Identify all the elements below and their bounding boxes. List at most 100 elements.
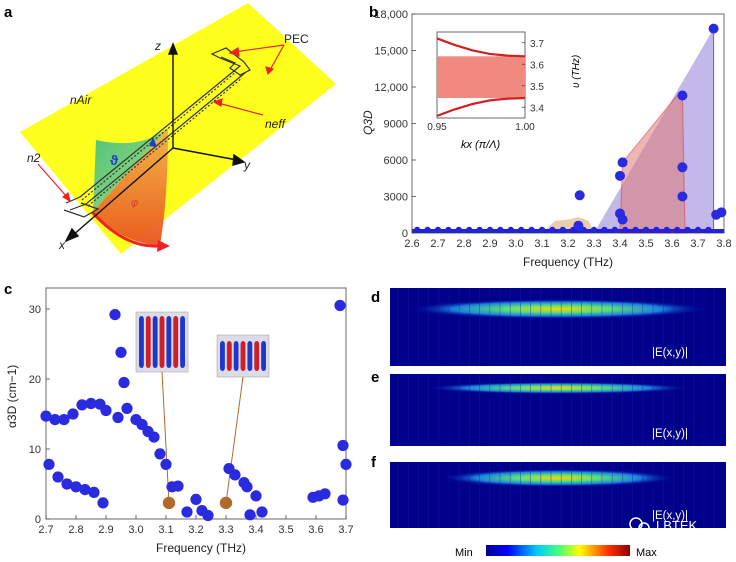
field-label-d: |E(x,y)|	[652, 347, 688, 359]
mode-stripe	[166, 316, 172, 368]
data-point	[256, 506, 268, 518]
x-tick-label: 3.0	[128, 524, 143, 536]
x-tick-label: 3.8	[716, 238, 731, 250]
mode-stripe	[261, 341, 266, 371]
connector-line	[161, 371, 170, 503]
phi-arc	[90, 210, 159, 248]
data-point	[677, 162, 688, 173]
y-axis-label-c: α3D (cm−1)	[5, 365, 19, 428]
mode-stripe	[159, 316, 165, 368]
field-label-e: |E(x,y)|	[652, 428, 688, 440]
mode-stripe	[240, 341, 246, 371]
x-tick-label: 3.1	[534, 238, 549, 250]
mode-stripe	[233, 341, 239, 371]
x-tick-label: 3.4	[612, 238, 627, 250]
colorbar-max-label: Max	[636, 547, 657, 559]
mode-stripe	[220, 341, 225, 371]
panel-d: d |E(x,y)|	[371, 288, 726, 366]
data-point	[677, 90, 688, 101]
x-tick-label: 3.3	[218, 524, 233, 536]
inset-y-tick-label: 3.4	[530, 103, 544, 114]
y-tick-label: 0	[402, 228, 408, 240]
watermark-text: LBTEK	[656, 518, 698, 533]
x-tick-label: 3.5	[278, 524, 293, 536]
annotation-arrows	[37, 44, 285, 203]
data-point	[79, 484, 91, 496]
data-point	[58, 414, 70, 426]
panel-letter-c: c	[4, 281, 12, 298]
n-air-label: nAir	[70, 93, 92, 107]
field-mode-f	[440, 469, 676, 487]
mode-stripe	[145, 316, 151, 368]
data-point	[121, 402, 133, 414]
panel-letter-f: f	[371, 454, 377, 471]
data-point	[70, 481, 82, 493]
x-tick-label: 2.9	[482, 238, 497, 250]
x-tick-label: 3.3	[586, 238, 601, 250]
data-point	[148, 431, 160, 443]
data-point	[617, 214, 628, 225]
x-tick-label: 3.4	[248, 524, 263, 536]
theta-arrow-icon	[149, 137, 157, 147]
phi-label: φ	[131, 197, 138, 209]
colorbar-min-label: Min	[455, 547, 473, 559]
x-tick-label: 3.0	[508, 238, 523, 250]
phi-fan	[93, 128, 168, 245]
panel-letter-a: a	[4, 4, 13, 21]
mode-profile-2	[216, 334, 270, 378]
field-mode-e	[426, 382, 690, 394]
data-point	[154, 448, 166, 460]
panel-f: f |E(x,y)|	[371, 454, 726, 528]
x-tick-label: 2.9	[98, 524, 113, 536]
field-mode-d	[408, 299, 708, 319]
inset-x-label: kx (π/Λ)	[461, 139, 500, 151]
x-tick-label: 2.8	[456, 238, 471, 250]
x-axis-label-b: Frequency (THz)	[523, 255, 613, 269]
y-axis-label-b: Q3D	[361, 110, 375, 135]
mode-stripe	[247, 341, 253, 371]
panel-c: c 2.7 2.8 2.9 3.0 3.1 3.2 3.3 3.4 3.5 3.6 3.7 0 10 2…	[4, 281, 354, 555]
colorbar: Min Max	[455, 545, 657, 559]
x-tick-label: 3.2	[560, 238, 575, 250]
data-point	[615, 170, 625, 181]
data-point	[112, 411, 124, 424]
data-point	[49, 414, 61, 426]
mode-stripe	[180, 316, 185, 368]
inset-x-tick-label: 0.95	[427, 122, 447, 133]
x-tick-label: 3.2	[188, 524, 203, 536]
x-tick-label: 3.7	[338, 524, 353, 536]
x-tick-label: 3.6	[664, 238, 679, 250]
y-tick-label: 0	[35, 514, 41, 526]
panel-b: b 2.6 2.7 2.8 2.9 3.0 3.1 3.2 3.3 3.4 3.5 3.6 3.7 3.…	[361, 4, 732, 269]
inset-y-label: υ (THz)	[571, 55, 582, 88]
n-eff-label: neff	[265, 117, 287, 131]
data-point	[76, 399, 88, 411]
highlight-point	[219, 496, 233, 510]
inset-y-tick-label: 3.5	[530, 82, 544, 93]
mode-stripe	[173, 316, 179, 368]
panel-a: a z	[4, 3, 336, 254]
data-point	[708, 23, 719, 34]
mode-stripe	[254, 341, 260, 371]
axes-3d	[64, 42, 246, 243]
y-tick-label: 9000	[384, 119, 408, 131]
inset-dispersion: 0.95 1.00 3.4 3.5 3.6 3.7 kx (π/Λ) υ (THz)	[427, 31, 582, 151]
data-point	[677, 191, 688, 202]
dispersion-curve	[436, 37, 526, 58]
colorbar-gradient	[486, 545, 630, 556]
pec-label: PEC	[284, 32, 309, 46]
watermark: LBTEK	[629, 517, 698, 534]
connector-line	[225, 376, 244, 503]
data-point	[97, 497, 109, 509]
x-tick-label: 2.7	[430, 238, 445, 250]
data-point	[250, 490, 262, 502]
data-point	[109, 309, 121, 321]
axis-y-label: y	[243, 158, 251, 172]
shaded-region-red	[619, 94, 686, 234]
data-point	[573, 220, 584, 231]
panel-letter-d: d	[371, 289, 380, 306]
data-point	[52, 471, 64, 483]
axis-z-label: z	[154, 39, 161, 53]
data-point	[244, 509, 256, 521]
